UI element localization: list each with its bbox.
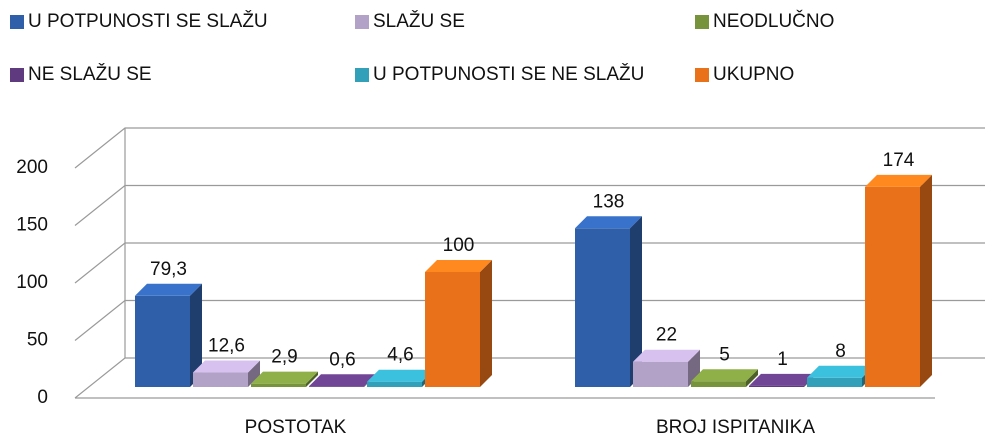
- data-label: 2,9: [271, 347, 297, 368]
- bar: [135, 283, 202, 387]
- data-label: 22: [656, 325, 677, 346]
- bar: [309, 374, 376, 387]
- data-label: 8: [835, 341, 846, 362]
- y-tick-label: 0: [37, 387, 48, 408]
- bar: [633, 349, 700, 387]
- bar-front: [251, 383, 306, 387]
- bar: [575, 216, 642, 387]
- bar-top: [691, 369, 758, 382]
- bar-front: [691, 381, 746, 387]
- data-label: 174: [883, 150, 915, 171]
- bar-top: [425, 260, 492, 272]
- y-tick-label: 200: [16, 157, 48, 178]
- bar: [807, 365, 874, 387]
- bar-top: [251, 371, 318, 384]
- legend-label: UKUPNO: [713, 64, 794, 85]
- legend-label: NE SLAŽU SE: [28, 63, 152, 85]
- grid-line: [74, 184, 985, 226]
- bar-top: [193, 360, 260, 373]
- bar-front: [865, 186, 920, 387]
- bar-front: [309, 386, 364, 387]
- bar-side: [306, 371, 318, 387]
- data-label: 1: [777, 349, 788, 370]
- legend-label: U POTPUNOSTI SE NE SLAŽU: [373, 63, 644, 85]
- bar-front: [367, 381, 422, 387]
- data-label: 100: [443, 235, 475, 256]
- data-label: 5: [719, 344, 730, 365]
- legend-swatch: [10, 15, 24, 29]
- bar-front: [193, 372, 248, 387]
- bar-side: [630, 216, 642, 387]
- bar-top: [633, 349, 700, 362]
- legend-swatch: [695, 68, 709, 82]
- bar: [749, 373, 816, 387]
- y-tick-label: 100: [16, 272, 48, 293]
- legend-swatch: [10, 68, 24, 82]
- data-label: 79,3: [150, 259, 187, 280]
- x-tick-label: POSTOTAK: [245, 417, 347, 438]
- data-label: 138: [593, 191, 625, 212]
- bar-top: [367, 369, 434, 382]
- bar-front: [425, 272, 480, 387]
- bar-side: [190, 283, 202, 387]
- bar-top: [575, 216, 642, 229]
- bar-side: [746, 369, 758, 387]
- legend-swatch: [695, 15, 709, 29]
- grid-line: [74, 127, 985, 169]
- bar: [193, 360, 260, 387]
- bar-front: [633, 361, 688, 387]
- bar-side: [920, 174, 932, 387]
- bar-front: [749, 385, 804, 387]
- bar: [251, 371, 318, 387]
- bar-side: [480, 260, 492, 387]
- data-label: 4,6: [387, 345, 413, 366]
- bar: [425, 260, 492, 387]
- legend-label: U POTPUNOSTI SE SLAŽU: [28, 10, 268, 32]
- bar: [865, 174, 932, 387]
- bar-front: [807, 377, 862, 387]
- bar-top: [865, 174, 932, 187]
- legend-label: NEODLUČNO: [713, 10, 834, 32]
- bar-top: [135, 283, 202, 296]
- bar-side: [248, 360, 260, 387]
- bar-front: [135, 295, 190, 387]
- data-label: 12,6: [208, 336, 245, 357]
- grid-line: [74, 242, 985, 284]
- x-tick-label: BROJ ISPITANIKA: [656, 417, 815, 438]
- bar: [691, 369, 758, 387]
- bar-front: [575, 228, 630, 387]
- legend-label: SLAŽU SE: [373, 10, 465, 32]
- legend-swatch: [355, 68, 369, 82]
- data-label: 0,6: [329, 349, 355, 370]
- y-tick-label: 50: [27, 330, 48, 351]
- bar: [367, 369, 434, 387]
- grid-line: [74, 299, 985, 341]
- legend-swatch: [355, 15, 369, 29]
- bar-top: [309, 374, 376, 387]
- y-tick-label: 150: [16, 215, 48, 236]
- bar-top: [749, 373, 816, 386]
- bar-top: [807, 365, 874, 378]
